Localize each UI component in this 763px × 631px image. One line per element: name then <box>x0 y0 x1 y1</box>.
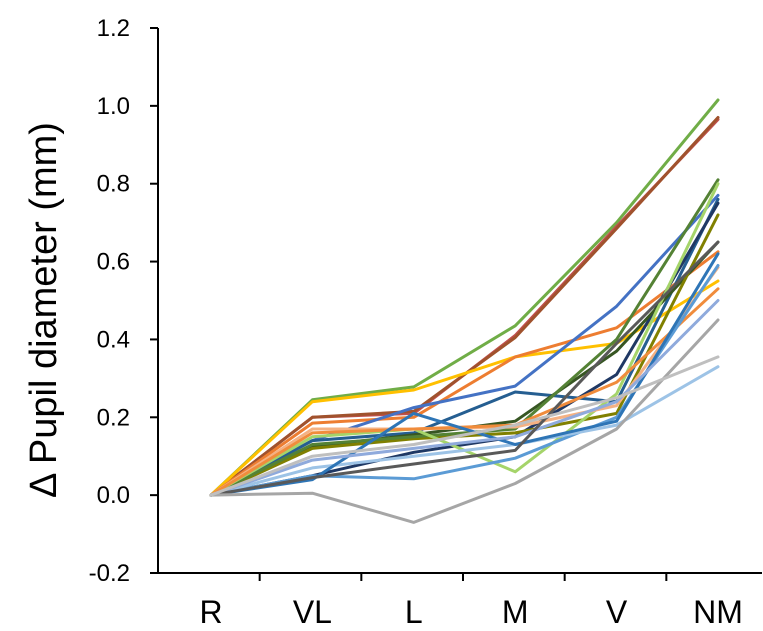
x-tick-label: NM <box>693 594 743 630</box>
y-tick-label: -0.2 <box>89 560 130 587</box>
series-line-16 <box>209 365 720 497</box>
y-tick-label: 0.0 <box>97 482 130 509</box>
series-line-20 <box>209 318 720 524</box>
series-line-3 <box>209 116 720 497</box>
x-axis: R VL L M V NM <box>158 572 762 630</box>
x-tick-label: M <box>502 594 529 630</box>
series-line-19 <box>209 240 720 497</box>
series-line-14 <box>209 287 720 497</box>
x-tick-label: L <box>405 594 423 630</box>
y-tick-label: 0.2 <box>97 404 130 431</box>
series-line-18 <box>209 299 720 497</box>
y-axis: -0.2 0.0 0.2 0.4 0.6 0.8 1.0 1.2 <box>89 15 159 587</box>
series-line-21 <box>209 355 720 497</box>
series-line-11 <box>209 178 720 497</box>
y-tick-label: 0.8 <box>97 171 130 198</box>
x-tick-label: VL <box>293 594 332 630</box>
y-tick-label: 0.6 <box>97 249 130 276</box>
y-tick-label: 0.4 <box>97 326 130 353</box>
series-lines <box>209 98 720 524</box>
x-tick-label: R <box>199 594 222 630</box>
y-tick-label: 1.0 <box>97 93 130 120</box>
x-tick-label: V <box>606 594 628 630</box>
series-line-17 <box>209 252 720 497</box>
y-tick-label: 1.2 <box>97 15 130 42</box>
y-axis-title: Δ Pupil diameter (mm) <box>23 122 65 498</box>
